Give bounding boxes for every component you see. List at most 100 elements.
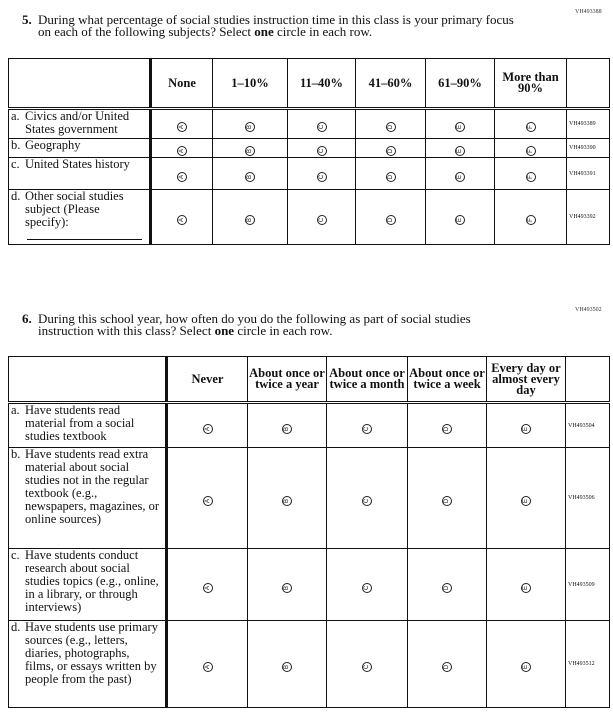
response-cell[interactable]: C bbox=[326, 547, 408, 622]
response-cell[interactable]: B bbox=[247, 547, 327, 622]
response-cell[interactable]: B bbox=[247, 620, 327, 708]
response-cell[interactable]: B bbox=[212, 108, 288, 139]
response-cell[interactable]: E bbox=[486, 447, 566, 549]
response-cell[interactable]: A bbox=[166, 547, 248, 622]
table-row: c. United States history A B C D E F VH493391 bbox=[8, 157, 610, 190]
response-bubble[interactable]: C bbox=[316, 146, 327, 156]
row-label: a. Civics and/or United States government bbox=[8, 108, 152, 139]
response-bubble[interactable]: E bbox=[455, 122, 465, 132]
response-cell[interactable]: B bbox=[212, 157, 288, 190]
response-bubble[interactable]: D bbox=[385, 215, 396, 225]
response-bubble[interactable]: B bbox=[282, 423, 292, 434]
response-cell[interactable]: D bbox=[355, 157, 426, 190]
response-cell[interactable]: E bbox=[425, 189, 495, 245]
response-bubble[interactable]: F bbox=[525, 146, 536, 156]
response-bubble[interactable]: B bbox=[282, 496, 292, 507]
row-label-text: United States history bbox=[25, 157, 130, 171]
response-bubble[interactable]: B bbox=[245, 122, 255, 132]
question-5-table: None 1–10% 11–40% 41–60% 61–90% More than 90%… bbox=[8, 58, 610, 245]
response-cell[interactable]: D bbox=[355, 138, 426, 158]
response-bubble[interactable]: F bbox=[525, 215, 536, 225]
row-label-text: Have students use primary sources (e.g.,… bbox=[25, 620, 158, 687]
response-cell[interactable]: C bbox=[326, 447, 408, 549]
table-row: b. Have students read extra material abou… bbox=[8, 447, 610, 549]
response-cell[interactable]: D bbox=[407, 447, 487, 549]
response-bubble[interactable]: A bbox=[202, 496, 213, 507]
response-cell[interactable]: F bbox=[494, 138, 567, 158]
response-cell[interactable]: E bbox=[425, 108, 495, 139]
response-bubble[interactable]: E bbox=[521, 496, 531, 507]
response-bubble[interactable]: B bbox=[282, 662, 292, 673]
response-bubble[interactable]: C bbox=[362, 423, 372, 434]
response-cell[interactable]: C bbox=[287, 138, 356, 158]
response-bubble[interactable]: B bbox=[282, 582, 292, 593]
response-bubble[interactable]: D bbox=[385, 146, 396, 156]
response-cell[interactable]: A bbox=[166, 447, 248, 549]
response-cell[interactable]: A bbox=[150, 157, 213, 190]
response-cell[interactable]: B bbox=[212, 189, 288, 245]
response-cell[interactable]: C bbox=[287, 157, 356, 190]
response-bubble[interactable]: A bbox=[177, 215, 187, 225]
response-bubble[interactable]: D bbox=[385, 171, 396, 182]
response-bubble[interactable]: D bbox=[385, 122, 396, 132]
response-cell[interactable]: E bbox=[486, 620, 566, 708]
response-cell[interactable]: E bbox=[486, 401, 566, 449]
response-bubble[interactable]: A bbox=[202, 423, 213, 434]
response-cell[interactable]: F bbox=[494, 189, 567, 245]
response-bubble[interactable]: E bbox=[521, 582, 531, 593]
response-cell[interactable]: E bbox=[486, 547, 566, 622]
response-bubble[interactable]: D bbox=[442, 582, 452, 593]
response-bubble[interactable]: C bbox=[316, 171, 327, 182]
response-cell[interactable]: B bbox=[212, 138, 288, 158]
response-cell[interactable]: A bbox=[166, 401, 248, 449]
response-bubble[interactable]: A bbox=[202, 582, 213, 593]
table-row: d. Other social studies subject (Please s… bbox=[8, 189, 610, 245]
response-bubble[interactable]: F bbox=[525, 171, 536, 182]
response-cell[interactable]: A bbox=[150, 138, 213, 158]
response-cell[interactable]: E bbox=[425, 138, 495, 158]
response-bubble[interactable]: F bbox=[525, 122, 536, 132]
response-bubble[interactable]: C bbox=[316, 122, 327, 132]
response-bubble[interactable]: C bbox=[362, 496, 372, 507]
response-bubble[interactable]: C bbox=[316, 215, 327, 225]
response-bubble[interactable]: E bbox=[521, 423, 531, 434]
response-cell[interactable]: E bbox=[425, 157, 495, 190]
response-bubble[interactable]: A bbox=[177, 171, 187, 182]
response-bubble[interactable]: B bbox=[245, 215, 255, 225]
response-cell[interactable]: B bbox=[247, 401, 327, 449]
response-bubble[interactable]: E bbox=[455, 146, 465, 156]
response-bubble[interactable]: C bbox=[362, 582, 372, 593]
response-cell[interactable]: D bbox=[355, 108, 426, 139]
response-bubble[interactable]: E bbox=[455, 171, 465, 182]
response-cell[interactable]: A bbox=[166, 620, 248, 708]
response-bubble[interactable]: E bbox=[521, 662, 531, 673]
response-bubble[interactable]: C bbox=[362, 662, 372, 673]
response-cell[interactable]: D bbox=[355, 189, 426, 245]
response-cell[interactable]: F bbox=[494, 108, 567, 139]
response-bubble[interactable]: A bbox=[177, 122, 187, 132]
specify-input[interactable] bbox=[27, 229, 142, 240]
response-bubble[interactable]: A bbox=[202, 662, 213, 673]
response-bubble[interactable]: B bbox=[245, 146, 255, 156]
response-cell[interactable]: D bbox=[407, 620, 487, 708]
response-bubble[interactable]: B bbox=[245, 171, 255, 182]
row-letter: a. bbox=[11, 109, 20, 123]
response-cell[interactable]: A bbox=[150, 189, 213, 245]
column-header: About once or twice a week bbox=[407, 356, 487, 403]
response-cell[interactable]: B bbox=[247, 447, 327, 549]
response-cell[interactable]: F bbox=[494, 157, 567, 190]
question-code: VH493502 bbox=[575, 307, 602, 313]
response-cell[interactable]: C bbox=[326, 401, 408, 449]
response-bubble[interactable]: E bbox=[455, 215, 465, 225]
response-cell[interactable]: A bbox=[150, 108, 213, 139]
response-cell[interactable]: C bbox=[287, 189, 356, 245]
response-cell[interactable]: D bbox=[407, 401, 487, 449]
response-bubble[interactable]: D bbox=[442, 423, 452, 434]
response-bubble[interactable]: A bbox=[177, 146, 187, 156]
response-cell[interactable]: D bbox=[407, 547, 487, 622]
column-header: None bbox=[150, 58, 213, 109]
response-cell[interactable]: C bbox=[326, 620, 408, 708]
response-bubble[interactable]: D bbox=[442, 662, 452, 673]
response-cell[interactable]: C bbox=[287, 108, 356, 139]
response-bubble[interactable]: D bbox=[442, 496, 452, 507]
